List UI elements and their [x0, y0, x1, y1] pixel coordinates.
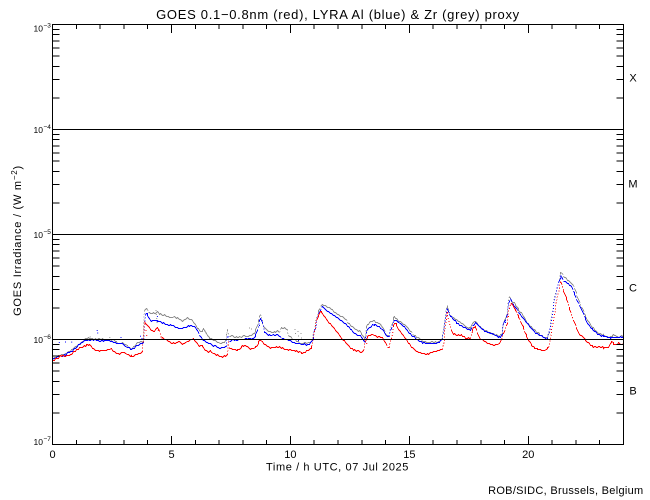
svg-text:GOES Irradiance / (W m−2): GOES Irradiance / (W m−2) — [10, 165, 24, 316]
svg-text:10: 10 — [284, 449, 296, 461]
svg-text:20: 20 — [522, 449, 534, 461]
svg-text:B: B — [629, 386, 636, 398]
svg-text:10: 10 — [34, 125, 44, 135]
svg-text:Time / h UTC, 07 Jul 2025: Time / h UTC, 07 Jul 2025 — [266, 462, 409, 474]
svg-text:−5: −5 — [44, 229, 52, 236]
svg-text:C: C — [629, 283, 637, 295]
svg-text:M: M — [628, 179, 637, 191]
svg-text:X: X — [629, 73, 637, 85]
svg-text:15: 15 — [403, 449, 415, 461]
svg-text:−4: −4 — [44, 124, 52, 131]
svg-text:−6: −6 — [44, 334, 52, 341]
svg-text:0: 0 — [49, 449, 55, 461]
svg-text:10: 10 — [34, 437, 44, 447]
svg-text:−3: −3 — [44, 23, 52, 30]
svg-text:10: 10 — [34, 335, 44, 345]
svg-text:5: 5 — [168, 449, 174, 461]
svg-text:ROB/SIDC, Brussels, Belgium: ROB/SIDC, Brussels, Belgium — [488, 485, 643, 497]
svg-text:−7: −7 — [44, 436, 52, 443]
svg-text:GOES 0.1−0.8nm (red), LYRA Al: GOES 0.1−0.8nm (red), LYRA Al (blue) & Z… — [156, 7, 520, 22]
svg-text:10: 10 — [34, 24, 44, 34]
svg-text:10: 10 — [34, 230, 44, 240]
